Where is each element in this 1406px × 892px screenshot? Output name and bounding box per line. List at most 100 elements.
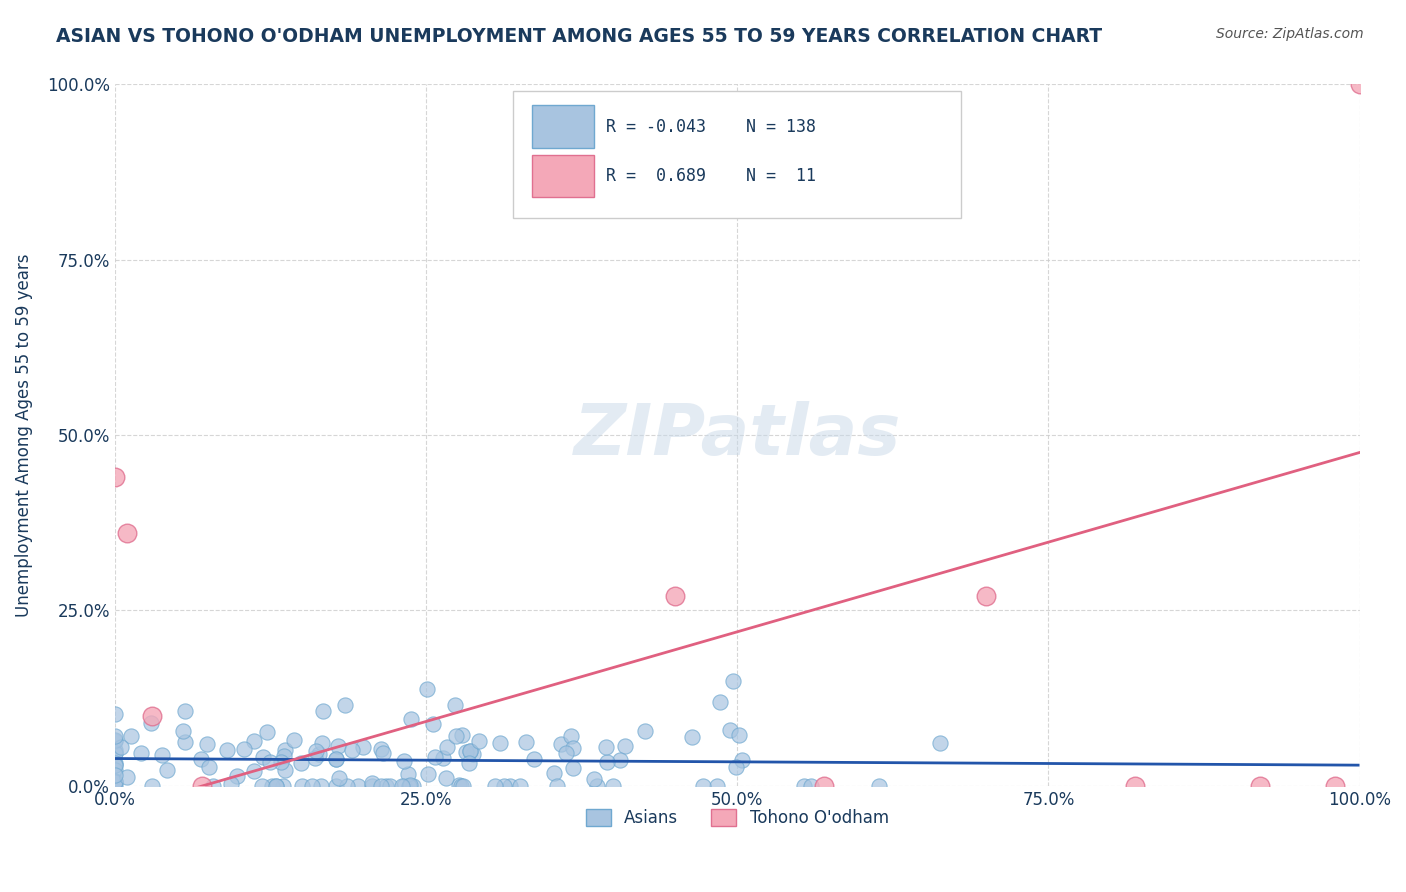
Point <box>1348 78 1371 92</box>
Point <box>312 704 335 718</box>
Point <box>709 695 731 709</box>
Point <box>550 737 572 751</box>
Point <box>391 779 413 793</box>
Point <box>793 779 815 793</box>
Point <box>432 751 454 765</box>
Point <box>444 729 467 743</box>
Point <box>374 779 396 793</box>
Point <box>489 736 512 750</box>
Point <box>361 776 384 790</box>
Point <box>974 590 997 604</box>
Point <box>335 698 357 712</box>
Point <box>342 743 364 757</box>
Point <box>104 774 127 789</box>
Point <box>104 743 127 757</box>
Point <box>233 742 256 756</box>
Point <box>451 728 474 742</box>
Point <box>724 760 747 774</box>
Point <box>425 750 447 764</box>
Point <box>141 779 163 793</box>
Point <box>256 724 278 739</box>
FancyBboxPatch shape <box>531 105 593 147</box>
Point <box>633 723 655 738</box>
Point <box>104 734 127 748</box>
Point <box>398 779 420 793</box>
Point <box>301 779 323 793</box>
Point <box>721 673 744 688</box>
Point <box>706 779 728 793</box>
Point <box>242 764 264 778</box>
Point <box>523 752 546 766</box>
Point <box>304 751 326 765</box>
Point <box>692 779 714 793</box>
Y-axis label: Unemployment Among Ages 55 to 59 years: Unemployment Among Ages 55 to 59 years <box>15 253 32 617</box>
Point <box>1125 779 1147 793</box>
Point <box>718 723 741 738</box>
Point <box>451 779 474 793</box>
Text: R = -0.043    N = 138: R = -0.043 N = 138 <box>606 118 817 136</box>
Point <box>262 779 284 793</box>
Point <box>561 761 583 775</box>
Point <box>274 742 297 756</box>
Point <box>283 733 305 747</box>
Point <box>509 779 531 793</box>
Point <box>1249 779 1271 793</box>
Point <box>274 764 297 778</box>
Point <box>104 779 127 793</box>
Point <box>399 712 422 726</box>
Text: ASIAN VS TOHONO O'ODHAM UNEMPLOYMENT AMONG AGES 55 TO 59 YEARS CORRELATION CHART: ASIAN VS TOHONO O'ODHAM UNEMPLOYMENT AMO… <box>56 27 1102 45</box>
Point <box>454 745 477 759</box>
Point <box>110 740 132 755</box>
Point <box>447 778 470 792</box>
Point <box>104 729 127 743</box>
Point <box>370 741 392 756</box>
Point <box>602 779 624 793</box>
Legend: Asians, Tohono O'odham: Asians, Tohono O'odham <box>579 802 896 833</box>
Point <box>308 747 330 761</box>
FancyBboxPatch shape <box>513 92 962 218</box>
Point <box>484 779 506 793</box>
Point <box>582 772 605 787</box>
Point <box>273 748 295 763</box>
Point <box>226 769 249 783</box>
Point <box>561 740 583 755</box>
Point <box>120 729 142 743</box>
Point <box>436 740 458 755</box>
Point <box>457 756 479 770</box>
Point <box>731 753 754 767</box>
Point <box>104 775 127 789</box>
FancyBboxPatch shape <box>531 154 593 196</box>
Point <box>361 779 384 793</box>
Point <box>664 590 686 604</box>
Point <box>104 732 127 747</box>
Text: Source: ZipAtlas.com: Source: ZipAtlas.com <box>1216 27 1364 41</box>
Point <box>458 744 481 758</box>
Point <box>252 750 274 764</box>
Point <box>243 734 266 748</box>
Point <box>104 470 127 484</box>
Point <box>450 779 472 793</box>
Point <box>416 681 439 696</box>
Point <box>1323 779 1346 793</box>
Point <box>402 779 425 793</box>
Point <box>554 747 576 761</box>
Point <box>868 779 890 793</box>
Point <box>458 744 481 758</box>
Point <box>515 734 537 748</box>
Point <box>290 756 312 770</box>
Point <box>586 779 609 793</box>
Point <box>150 748 173 763</box>
Point <box>396 766 419 780</box>
Point <box>399 778 422 792</box>
Point <box>191 779 214 793</box>
Point <box>104 758 127 772</box>
Point <box>305 744 328 758</box>
Point <box>546 779 568 793</box>
Point <box>682 730 704 744</box>
Point <box>141 708 163 723</box>
Point <box>202 779 225 793</box>
Point <box>800 779 823 793</box>
Point <box>543 766 565 780</box>
Point <box>250 779 273 793</box>
Point <box>197 738 219 752</box>
